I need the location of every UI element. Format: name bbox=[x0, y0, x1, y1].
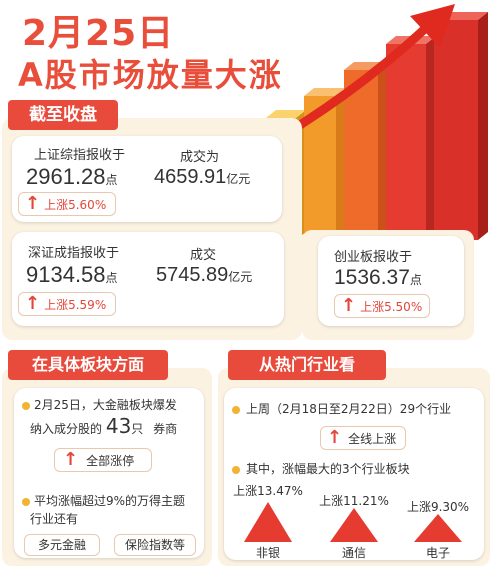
sector-item1-line1: 2月25日，大金融板块爆发 bbox=[34, 398, 177, 412]
top2-name: 通信 bbox=[341, 546, 366, 560]
sector-item1-line2: 纳入成分股的 43只 券商 bbox=[30, 414, 177, 438]
sector-banner: 在具体板块方面 bbox=[8, 350, 168, 380]
sector-item1-count: 43 bbox=[105, 414, 132, 438]
shanghai-change-pill: ↑ 上涨5.60% bbox=[18, 192, 116, 216]
shanghai-turnover-value: 4659.91 bbox=[154, 166, 227, 188]
sector-item1-count-unit: 只 bbox=[131, 422, 144, 436]
shanghai-turnover-line: 4659.91亿元 bbox=[154, 166, 250, 189]
bullet-icon bbox=[22, 498, 30, 506]
bar-4 bbox=[344, 62, 388, 240]
shenzhen-label: 深证成指报收于 bbox=[28, 246, 120, 261]
chinext-value-line: 1536.37点 bbox=[334, 266, 422, 290]
chinext-value: 1536.37 bbox=[334, 266, 410, 289]
chinext-card: 创业板报收于 1536.37点 ↑ 上涨5.50% bbox=[318, 236, 464, 326]
shenzhen-turnover-unit: 亿元 bbox=[228, 270, 253, 284]
up-arrow-icon: ↑ bbox=[327, 427, 343, 448]
sector-item1-pill-text: 全部涨停 bbox=[86, 453, 135, 468]
sector-item1-prefix: 纳入成分股的 bbox=[30, 422, 103, 436]
bullet-icon bbox=[22, 402, 30, 410]
up-arrow-icon: ↑ bbox=[25, 193, 41, 214]
title-date: 2月25日 bbox=[22, 13, 175, 54]
shenzhen-unit: 点 bbox=[105, 271, 118, 285]
sector-item1-suffix: 券商 bbox=[153, 422, 178, 436]
industry-top-text: 其中，涨幅最大的3个行业板块 bbox=[246, 462, 410, 476]
industry-card: 上周（2月18日至2月22日）29个行业 ↑ 全线上涨 其中，涨幅最大的3个行业… bbox=[224, 388, 484, 560]
up-arrow-icon: ↑ bbox=[341, 295, 357, 316]
top3-triangle bbox=[414, 514, 462, 542]
shenzhen-card: 深证成指报收于 9134.58点 ↑ 上涨5.59% 成交 5745.89亿元 bbox=[12, 232, 284, 326]
shenzhen-value: 9134.58 bbox=[26, 262, 106, 287]
top1-change: 上涨13.47% bbox=[233, 484, 303, 498]
shanghai-turnover-unit: 亿元 bbox=[226, 172, 251, 186]
shenzhen-turnover-label: 成交 bbox=[190, 248, 217, 263]
rising-arrow-head bbox=[410, 4, 455, 48]
shanghai-turnover-label: 成交为 bbox=[180, 150, 220, 165]
chinext-label: 创业板报收于 bbox=[334, 250, 413, 265]
shanghai-value: 2961.28 bbox=[26, 164, 106, 189]
shenzhen-turnover-line: 5745.89亿元 bbox=[156, 264, 252, 287]
top2-triangle bbox=[330, 508, 378, 542]
top3-change: 上涨9.30% bbox=[406, 500, 470, 514]
sector-item1-pill: ↑ 全部涨停 bbox=[54, 448, 152, 472]
shenzhen-turnover-value: 5745.89 bbox=[156, 264, 229, 286]
industry-week-pill-text: 全线上涨 bbox=[348, 431, 397, 446]
shanghai-label: 上证综指报收于 bbox=[34, 148, 126, 163]
up-arrow-icon: ↑ bbox=[25, 293, 41, 314]
top3-name: 电子 bbox=[425, 546, 450, 560]
bar-5 bbox=[386, 36, 436, 240]
chinext-change: 上涨5.50% bbox=[360, 299, 423, 314]
sector-item2-line1: 平均涨幅超过9%的万得主题 bbox=[34, 494, 186, 508]
shanghai-card: 上证综指报收于 2961.28点 ↑ 上涨5.60% 成交为 4659.91亿元 bbox=[12, 136, 282, 222]
bullet-icon bbox=[232, 466, 240, 474]
sector-card: 2月25日，大金融板块爆发 纳入成分股的 43只 券商 ↑ 全部涨停 平均涨幅超… bbox=[14, 388, 204, 558]
shanghai-unit: 点 bbox=[105, 173, 118, 187]
industry-week-text: 上周（2月18日至2月22日）29个行业 bbox=[246, 402, 452, 416]
sector-tag-2: 保险指数等 bbox=[114, 534, 196, 556]
top1-name: 非银 bbox=[255, 546, 280, 560]
bar-6 bbox=[434, 12, 488, 240]
shenzhen-change: 上涨5.59% bbox=[44, 297, 107, 312]
chinext-unit: 点 bbox=[409, 273, 422, 287]
bullet-icon bbox=[232, 406, 240, 414]
industry-banner: 从热门行业看 bbox=[228, 350, 386, 380]
top2-change: 上涨11.21% bbox=[319, 494, 389, 508]
industry-week-pill: ↑ 全线上涨 bbox=[320, 426, 406, 450]
up-arrow-icon: ↑ bbox=[63, 449, 79, 470]
top1-triangle bbox=[244, 502, 292, 542]
close-banner: 截至收盘 bbox=[8, 100, 118, 130]
shanghai-change: 上涨5.60% bbox=[44, 197, 107, 212]
sector-tag-1: 多元金融 bbox=[24, 534, 100, 556]
title-headline: A股市场放量大涨 bbox=[18, 56, 283, 94]
chinext-change-pill: ↑ 上涨5.50% bbox=[334, 294, 430, 318]
shenzhen-change-pill: ↑ 上涨5.59% bbox=[18, 292, 116, 316]
sector-item2-line2: 行业还有 bbox=[30, 512, 79, 526]
shenzhen-value-line: 9134.58点 bbox=[26, 262, 118, 288]
shanghai-value-line: 2961.28点 bbox=[26, 164, 118, 190]
